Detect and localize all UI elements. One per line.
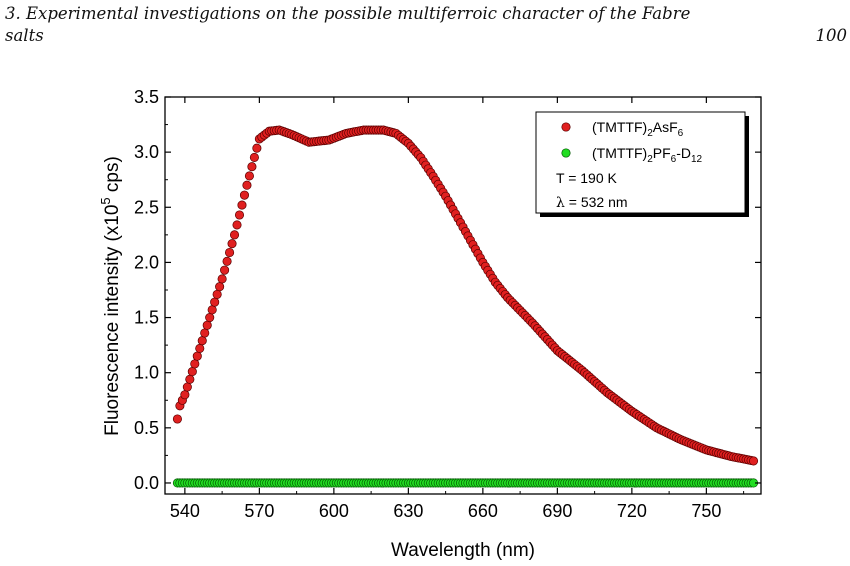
data-point-asf6	[237, 200, 247, 210]
data-point-asf6	[202, 320, 212, 330]
data-point-asf6	[232, 220, 242, 230]
data-point-asf6	[239, 190, 250, 200]
y-tick-label: 0.0	[134, 473, 159, 493]
data-point-asf6	[227, 239, 237, 249]
y-tick-label: 3.5	[134, 87, 159, 107]
data-point-asf6	[197, 336, 207, 346]
y-tick-label: 1.5	[134, 308, 159, 328]
data-point-asf6	[180, 390, 190, 400]
legend: (TMTTF)2AsF6 (TMTTF)2PF6-D12 T = 190 K λ…	[535, 111, 749, 217]
x-tick-label: 720	[617, 501, 647, 521]
data-point-asf6	[185, 374, 195, 384]
data-point-asf6	[242, 180, 252, 190]
legend-box	[535, 111, 746, 214]
data-point-asf6	[200, 328, 210, 338]
plot-frame	[164, 96, 762, 495]
data-point-asf6	[252, 143, 262, 153]
data-points	[172, 125, 759, 488]
data-point-asf6	[244, 171, 254, 181]
x-tick-label: 690	[542, 501, 572, 521]
data-point-asf6	[187, 367, 197, 377]
header-title-continued: salts	[5, 26, 44, 45]
data-point-asf6	[215, 282, 225, 292]
x-tick-label: 750	[691, 501, 721, 521]
y-axis-label: Fluorescence intensity (x105 cps)	[98, 156, 123, 436]
data-point-asf6	[222, 256, 232, 266]
page-number: 100	[815, 26, 848, 45]
data-point-asf6	[220, 265, 230, 275]
data-point-asf6	[192, 351, 202, 361]
data-point-asf6	[225, 247, 235, 258]
y-tick-label: 3.0	[134, 142, 159, 162]
x-tick-label: 540	[170, 501, 200, 521]
legend-marker-pf6	[561, 148, 571, 158]
y-tick-label: 2.0	[134, 252, 159, 272]
x-tick-label: 660	[468, 501, 498, 521]
data-point-asf6	[205, 313, 215, 323]
legend-note-temperature: T = 190 K	[556, 170, 618, 186]
data-point-asf6	[172, 414, 182, 424]
data-point-asf6	[249, 152, 259, 162]
data-point-asf6	[190, 359, 200, 369]
x-tick-label: 570	[244, 501, 274, 521]
legend-marker-asf6	[561, 122, 571, 132]
data-point-asf6	[210, 297, 220, 307]
data-point-asf6	[234, 210, 245, 220]
data-point-asf6	[207, 305, 217, 315]
data-point-asf6	[212, 289, 222, 299]
y-tick-label: 0.5	[134, 418, 159, 438]
data-point-asf6	[229, 230, 240, 240]
header-title: 3. Experimental investigations on the po…	[5, 4, 691, 23]
legend-note-wavelength: λ = 532 nm	[556, 194, 628, 211]
x-tick-label: 630	[393, 501, 423, 521]
data-point-asf6	[748, 456, 759, 466]
x-axis-label: Wavelength (nm)	[391, 540, 535, 561]
legend-label-pf6: (TMTTF)2PF6-D12	[592, 145, 703, 165]
x-tick-label: 600	[319, 501, 349, 521]
data-point-asf6	[247, 162, 257, 172]
legend-label-asf6: (TMTTF)2AsF6	[592, 119, 684, 139]
axis-ticks: 540 570 600 630 660 690 720 750 0.0 0.5 1.0 1.5 2.0 2…	[134, 87, 761, 521]
data-point-asf6	[182, 382, 192, 392]
page-header: 3. Experimental investigations on the po…	[5, 3, 847, 47]
data-point-asf6	[217, 274, 227, 284]
y-tick-label: 2.5	[134, 197, 159, 217]
data-point-asf6	[195, 343, 205, 353]
y-tick-label: 1.0	[134, 363, 159, 383]
